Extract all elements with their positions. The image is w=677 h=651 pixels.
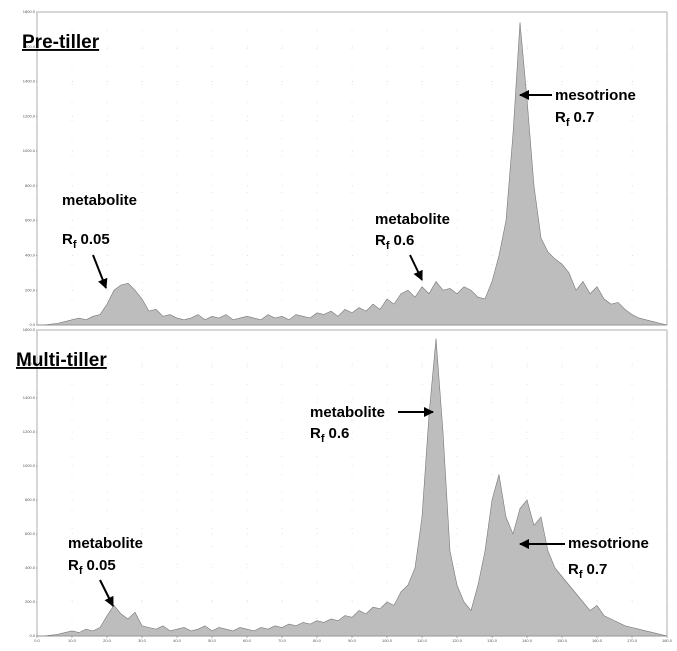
annotation-label: mesotrione <box>568 535 649 552</box>
rf-subscript: f <box>73 239 77 251</box>
y-tick-label: 1200.0 <box>23 113 36 118</box>
x-tick-label: 50.0 <box>208 638 217 643</box>
y-tick-label: 1000.0 <box>23 463 36 468</box>
rf-symbol: R <box>568 561 579 578</box>
rf-subscript: f <box>386 240 390 252</box>
annotation-label: metabolite <box>310 404 385 421</box>
annotation-arrow <box>409 254 423 281</box>
annotation-label: mesotrione <box>555 87 636 104</box>
x-tick-label: 160.0 <box>592 638 603 643</box>
y-tick-label: 200.0 <box>25 599 36 604</box>
y-tick-label: 400.0 <box>25 565 36 570</box>
rf-value: 0.05 <box>81 231 110 248</box>
y-tick-label: 400.0 <box>25 253 36 258</box>
area <box>37 338 668 637</box>
y-tick-label: 1600.0 <box>23 361 36 366</box>
x-tick-label: 30.0 <box>138 638 147 643</box>
y-tick-label: 800.0 <box>25 183 36 188</box>
annotation-label: metabolite <box>68 535 143 552</box>
y-tick-label: 1400.0 <box>23 395 36 400</box>
y-tick-label: 600.0 <box>25 218 36 223</box>
rf-subscript: f <box>566 117 570 129</box>
x-tick-label: 0.0 <box>34 638 40 643</box>
x-tick-label: 60.0 <box>243 638 252 643</box>
x-tick-label: 40.0 <box>173 638 182 643</box>
x-tick-label: 90.0 <box>348 638 357 643</box>
x-tick-label: 180.0 <box>662 638 673 643</box>
rf-symbol: R <box>310 425 321 442</box>
rf-subscript: f <box>321 433 325 445</box>
x-tick-label: 150.0 <box>557 638 568 643</box>
y-tick-label: 1800.0 <box>23 327 36 332</box>
annotation-label: metabolite <box>375 211 450 228</box>
x-tick-label: 110.0 <box>417 638 427 643</box>
annotation-rf: Rf 0.6 <box>310 425 349 445</box>
rf-symbol: R <box>555 109 566 126</box>
annotation-rf: Rf 0.7 <box>555 109 594 129</box>
x-tick-label: 120.0 <box>452 638 463 643</box>
y-tick-label: 600.0 <box>25 531 36 536</box>
x-tick-label: 140.0 <box>522 638 533 643</box>
annotation-label: metabolite <box>62 192 137 209</box>
annotation-arrow <box>92 254 108 289</box>
y-tick-label: 200.0 <box>25 287 36 292</box>
rf-subscript: f <box>79 565 83 577</box>
rf-value: 0.6 <box>394 232 415 249</box>
panel-title: Pre-tiller <box>22 32 100 53</box>
rf-symbol: R <box>68 557 79 574</box>
rf-symbol: R <box>375 232 386 249</box>
y-tick-label: 1600.0 <box>23 44 36 49</box>
rf-value: 0.6 <box>329 425 350 442</box>
annotation-arrow <box>99 579 114 607</box>
y-tick-label: 1400.0 <box>23 79 36 84</box>
annotation-rf: Rf 0.6 <box>375 232 414 252</box>
x-tick-label: 130.0 <box>487 638 498 643</box>
y-tick-label: 1000.0 <box>23 148 36 153</box>
annotation-rf: Rf 0.05 <box>62 231 110 251</box>
x-tick-label: 100.0 <box>382 638 393 643</box>
x-tick-label: 10.0 <box>68 638 77 643</box>
x-tick-label: 80.0 <box>313 638 322 643</box>
rf-value: 0.7 <box>587 561 608 578</box>
x-tick-label: 70.0 <box>278 638 287 643</box>
y-tick-label: 0.0 <box>29 633 35 638</box>
x-tick-label: 170.0 <box>627 638 638 643</box>
annotation-rf: Rf 0.7 <box>568 561 607 581</box>
rf-symbol: R <box>62 231 73 248</box>
rf-value: 0.7 <box>574 109 595 126</box>
x-tick-label: 20.0 <box>103 638 112 643</box>
area <box>37 22 668 326</box>
rf-subscript: f <box>579 569 583 581</box>
y-tick-label: 800.0 <box>25 497 36 502</box>
rf-value: 0.05 <box>87 557 116 574</box>
y-tick-label: 1200.0 <box>23 429 36 434</box>
annotation-rf: Rf 0.05 <box>68 557 116 577</box>
y-tick-label: 0.0 <box>29 322 35 327</box>
y-tick-label: 1800.0 <box>23 9 36 14</box>
panel-title: Multi-tiller <box>16 350 107 371</box>
